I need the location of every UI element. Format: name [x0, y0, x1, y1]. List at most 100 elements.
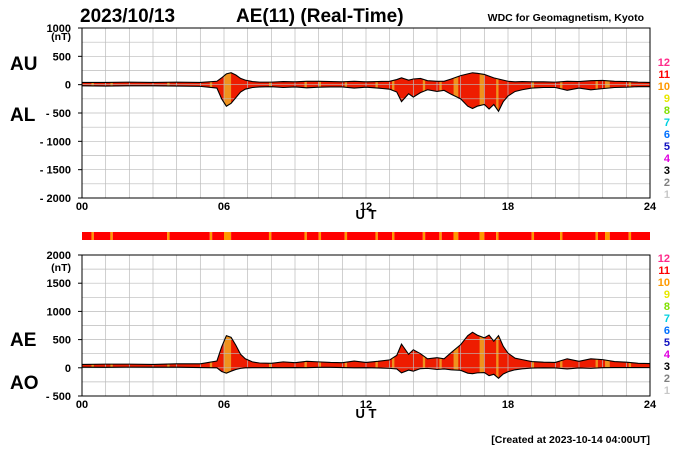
ae-ao-x-tick-label: 06: [218, 399, 230, 411]
coverage-segment: [318, 232, 322, 240]
al-label: AL: [10, 105, 36, 126]
coverage-segment: [392, 232, 395, 240]
created-timestamp: [Created at 2023-10-14 04:00UT]: [491, 434, 650, 446]
coverage-segment: [212, 232, 224, 240]
au-al-y-tick-label: - 1000: [40, 136, 71, 148]
au-al-y-tick-label: 0: [65, 80, 71, 92]
station-legend-item: 2: [664, 177, 670, 189]
au-al-y-tick-label: 500: [53, 51, 71, 63]
coverage-segment: [224, 232, 232, 240]
coverage-segment: [453, 232, 459, 240]
ae-ao-y-tick-label: 0: [65, 363, 71, 375]
coverage-segment: [347, 232, 376, 240]
station-legend-item: 1: [664, 385, 670, 397]
ae-ao-y-tick-label: 2000: [47, 250, 71, 262]
au-al-au-line: [82, 72, 651, 83]
ae-ao-y-tick-label: - 500: [46, 391, 71, 403]
au-al-x-axis-label: U T: [356, 207, 377, 222]
station-legend-item: 1: [664, 189, 670, 201]
station-legend-item: 3: [664, 361, 670, 373]
station-legend-item: 4: [664, 349, 671, 361]
coverage-segment: [422, 232, 426, 240]
station-legend-item: 9: [664, 93, 670, 105]
coverage-segment: [496, 232, 499, 240]
station-legend-item: 6: [664, 325, 670, 337]
coverage-segment: [82, 232, 92, 240]
au-al-x-tick-label: 00: [76, 201, 88, 213]
ae-ao-y-ticks: 2000 1500 1000 500 0 - 500: [46, 250, 82, 403]
coverage-segment: [595, 232, 598, 240]
au-al-unit-label: (nT): [51, 31, 71, 43]
ae-ao-x-tick-label: 18: [502, 399, 514, 411]
coverage-segment: [167, 232, 170, 240]
coverage-segment: [484, 232, 497, 240]
coverage-segment: [425, 232, 440, 240]
au-al-y-ticks: 1000 500 0 - 500 - 1000 - 1500 - 2000: [40, 23, 82, 205]
ae-ao-series: [81, 255, 651, 396]
coverage-segment: [531, 232, 535, 240]
coverage-segment: [439, 232, 442, 240]
au-al-x-tick-label: 06: [218, 201, 230, 213]
ae-ao-y-tick-label: 1000: [47, 306, 71, 318]
coverage-segment: [605, 232, 610, 240]
au-al-series: [81, 28, 651, 198]
coverage-segment: [458, 232, 480, 240]
coverage-segment: [609, 232, 629, 240]
station-legend-item: 7: [664, 117, 670, 129]
coverage-segment: [110, 232, 113, 240]
station-legend-item: 2: [664, 373, 670, 385]
station-legend-item: 4: [664, 153, 671, 165]
station-legend-item: 9: [664, 289, 670, 301]
ae-ao-x-axis-label: U T: [356, 406, 377, 421]
station-legend-item: 3: [664, 165, 670, 177]
station-legend-item: 12: [658, 57, 670, 69]
coverage-segment: [304, 232, 307, 240]
ae-ao-unit-label: (nT): [51, 262, 71, 274]
coverage-segment: [271, 232, 305, 240]
coverage-segment: [344, 232, 348, 240]
au-al-x-tick-label: 24: [644, 201, 657, 213]
coverage-segment: [268, 232, 272, 240]
coverage-segment: [375, 232, 378, 240]
ao-label: AO: [10, 373, 39, 394]
station-legend-item: 5: [664, 141, 670, 153]
station-legend-item: 5: [664, 337, 670, 349]
station-legend-item: 11: [658, 265, 670, 277]
coverage-segment: [631, 232, 650, 240]
coverage-segment: [91, 232, 94, 240]
coverage-segment: [321, 232, 345, 240]
coverage-segment: [534, 232, 561, 240]
index-title: AE(11) (Real-Time): [236, 6, 404, 27]
ae-ao-y-tick-label: 500: [53, 335, 71, 347]
station-legend-item: 8: [664, 301, 670, 313]
station-legend-item: 12: [658, 253, 670, 265]
coverage-segment: [394, 232, 423, 240]
coverage-segment: [597, 232, 606, 240]
coverage-segment: [112, 232, 168, 240]
au-al-x-ticks: 00 06 12 18 24: [76, 201, 657, 213]
ae-label: AE: [10, 330, 36, 351]
station-coverage-bar: [82, 232, 650, 240]
au-al-y-tick-label: - 1500: [40, 165, 71, 177]
station-legend-item: 11: [658, 69, 670, 81]
coverage-segment: [560, 232, 563, 240]
ae-ao-x-tick-label: 24: [644, 399, 657, 411]
station-legend-item: 7: [664, 313, 670, 325]
au-al-x-tick-label: 18: [502, 201, 514, 213]
coverage-segment: [209, 232, 213, 240]
coverage-segment: [479, 232, 485, 240]
ae-ao-frame: [81, 254, 651, 397]
station-legend-item: 10: [658, 81, 670, 93]
ae-ao-x-ticks: 00 06 12 18 24: [76, 399, 657, 411]
coverage-segment: [377, 232, 393, 240]
coverage-segment: [562, 232, 596, 240]
coverage-segment: [498, 232, 532, 240]
au-al-y-tick-label: - 2000: [40, 193, 71, 205]
au-al-y-tick-label: 1000: [47, 23, 71, 35]
au-label: AU: [10, 54, 37, 75]
ae-ao-x-tick-label: 12: [360, 399, 372, 411]
au-al-al-line: [81, 85, 650, 113]
